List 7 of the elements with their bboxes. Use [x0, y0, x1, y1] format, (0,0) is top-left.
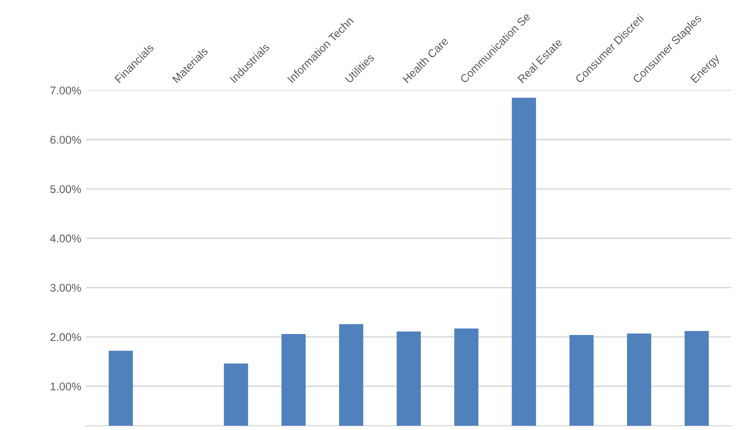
- y-tick-label: 6.00%: [50, 136, 81, 144]
- y-tick-label: 4.00%: [50, 234, 81, 242]
- y-tick-label: 5.00%: [50, 185, 81, 194]
- y-tick-label: 1.00%: [50, 382, 81, 390]
- y-tick-label: 2.00%: [50, 333, 81, 342]
- y-tick-label: 3.00%: [50, 284, 81, 292]
- y-tick-label: 7.00%: [50, 86, 81, 94]
